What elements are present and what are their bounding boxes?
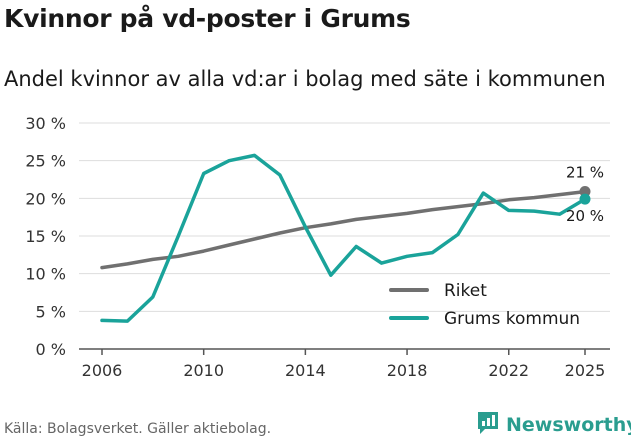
y-tick-label: 0 %: [36, 340, 66, 359]
source-note: Källa: Bolagsverket. Gäller aktiebolag.: [4, 421, 272, 437]
series-line-riket: [100, 189, 587, 270]
newsworthy-logo-icon: [476, 410, 500, 440]
y-tick-label: 25 %: [25, 152, 66, 171]
legend-label-grums: Grums kommun: [444, 309, 580, 329]
y-tick-label: 15 %: [25, 227, 66, 246]
series-end-marker-grums: [579, 193, 591, 205]
y-tick-label: 10 %: [25, 265, 66, 284]
chart-subtitle: Andel kvinnor av alla vd:ar i bolag med …: [4, 67, 606, 91]
legend-label-riket: Riket: [444, 281, 487, 301]
x-tick-label: 2006: [82, 361, 123, 380]
y-tick-label: 30 %: [25, 114, 66, 133]
x-tick-label: 2014: [285, 361, 326, 380]
series-line-grums: [100, 153, 587, 323]
brand-logo[interactable]: Newsworthy: [476, 410, 631, 440]
x-tick-label: 2025: [565, 361, 606, 380]
end-label-grums: 20 %: [566, 207, 604, 225]
brand-name: Newsworthy: [506, 414, 631, 436]
y-tick-label: 5 %: [36, 302, 66, 321]
series-end-marker-riket: [579, 186, 591, 198]
x-tick-label: 2018: [387, 361, 428, 380]
x-tick-label: 2010: [183, 361, 224, 380]
end-label-riket: 21 %: [566, 164, 604, 182]
chart-title: Kvinnor på vd-poster i Grums: [4, 4, 411, 33]
y-tick-label: 20 %: [25, 189, 66, 208]
x-tick-label: 2022: [488, 361, 529, 380]
